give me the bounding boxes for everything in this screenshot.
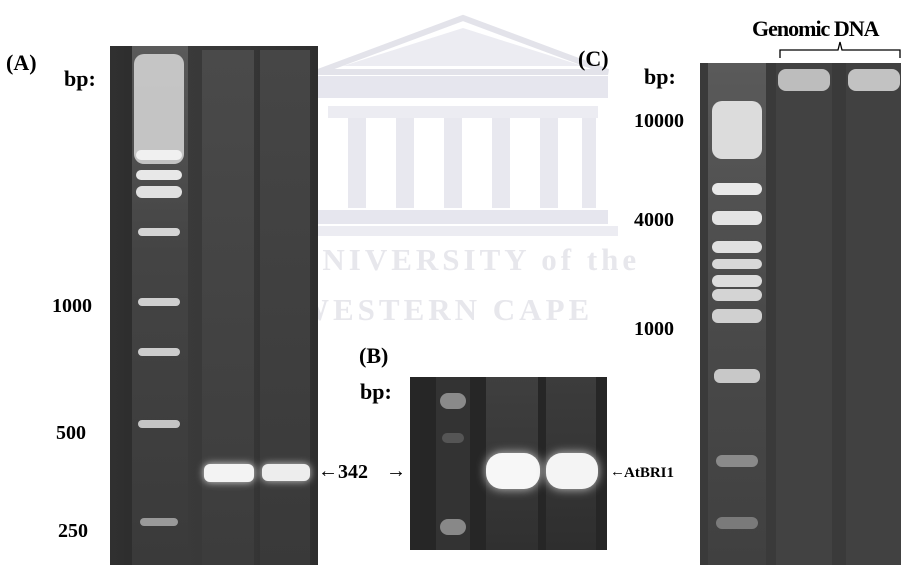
arrow-right-icon: → (386, 460, 406, 482)
sample-band-atbri1 (546, 453, 598, 489)
genomic-dna-band (848, 69, 900, 91)
panel-b-bp-label: bp: (360, 379, 392, 404)
sample-band-342 (262, 464, 310, 481)
arrow-left-icon: ← (610, 464, 625, 480)
panel-a-bp-label: bp: (64, 66, 96, 91)
watermark-line1: UNIVERSITY of the (296, 242, 641, 277)
genomic-dna-bracket (779, 41, 901, 58)
ladder-band (440, 519, 466, 535)
gel-image-b (410, 377, 607, 550)
arrow-left-icon: ← (318, 460, 338, 482)
ladder-band (440, 393, 466, 409)
ladder-band (136, 150, 182, 160)
ladder-band (716, 455, 758, 467)
ladder-band (712, 275, 762, 287)
panel-c-marker-4000: 4000 (634, 209, 674, 231)
ladder-band (136, 170, 182, 180)
watermark-line2: WESTERN CAPE (298, 292, 594, 327)
ladder-band (138, 420, 180, 428)
watermark-logo (308, 14, 618, 236)
panel-c-marker-10000: 10000 (634, 110, 684, 132)
ladder-band (712, 101, 762, 159)
ladder-band (716, 517, 758, 529)
genomic-dna-header: Genomic DNA (752, 16, 879, 41)
panel-a-tag: (A) (6, 50, 37, 75)
ladder-band (134, 54, 184, 164)
ladder-band (712, 289, 762, 301)
panel-a-marker-250: 250 (58, 520, 88, 542)
panel-c-tag: (C) (578, 46, 609, 71)
ladder-band (138, 228, 180, 236)
band-label-342: 342 (338, 461, 368, 483)
sample-band-atbri1 (486, 453, 540, 489)
ladder-band (712, 211, 762, 225)
panel-a-marker-1000: 1000 (52, 295, 92, 317)
panel-a-marker-500: 500 (56, 422, 86, 444)
ladder-band (138, 348, 180, 356)
gel-image-c (700, 63, 901, 565)
ladder-band (712, 183, 762, 195)
ladder-band (712, 309, 762, 323)
ladder-band (712, 259, 762, 269)
band-label-atbri1: AtBRI1 (624, 465, 675, 481)
panel-c-bp-label: bp: (644, 64, 676, 89)
panel-c-marker-1000: 1000 (634, 318, 674, 340)
ladder-band (138, 298, 180, 306)
ladder-band (712, 241, 762, 253)
ladder-band (136, 186, 182, 198)
gel-image-a (110, 46, 318, 565)
ladder-band (714, 369, 760, 383)
ladder-band (140, 518, 178, 526)
genomic-dna-band (778, 69, 830, 91)
ladder-band (442, 433, 464, 443)
sample-band-342 (204, 464, 254, 482)
panel-b-tag: (B) (359, 343, 389, 368)
